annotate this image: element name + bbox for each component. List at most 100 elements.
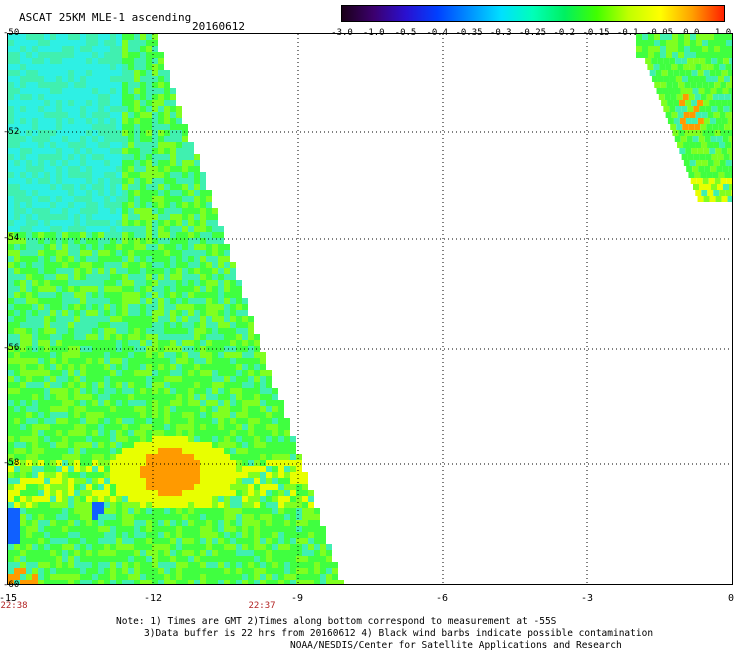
swath-cell	[188, 142, 194, 148]
swath-cell	[690, 130, 696, 136]
swath-cell	[158, 490, 164, 496]
swath-cell	[20, 334, 26, 340]
swath-cell	[674, 118, 680, 124]
swath-cell	[68, 418, 74, 424]
swath-cell	[720, 40, 726, 46]
swath-cell	[158, 370, 164, 376]
swath-cell	[122, 538, 128, 544]
swath-cell	[32, 406, 38, 412]
swath-cell	[669, 58, 675, 64]
swath-cell	[699, 184, 705, 190]
swath-cell	[182, 526, 188, 532]
swath-cell	[44, 106, 50, 112]
swath-cell	[74, 466, 80, 472]
swath-cell	[44, 454, 50, 460]
swath-cell	[708, 160, 714, 166]
swath-cell	[110, 148, 116, 154]
swath-cell	[20, 364, 26, 370]
swath-cell	[26, 136, 32, 142]
swath-cell	[653, 64, 659, 70]
swath-cell	[92, 274, 98, 280]
swath-cell	[92, 94, 98, 100]
swath-cell	[80, 130, 86, 136]
swath-cell	[176, 424, 182, 430]
swath-cell	[730, 124, 732, 130]
swath-cell	[86, 448, 92, 454]
swath-cell	[38, 376, 44, 382]
swath-cell	[116, 352, 122, 358]
swath-cell	[693, 88, 699, 94]
swath-cell	[92, 556, 98, 562]
swath-cell	[242, 340, 248, 346]
swath-cell	[116, 286, 122, 292]
swath-cell	[296, 550, 302, 556]
swath-cell	[676, 76, 682, 82]
swath-cell	[32, 268, 38, 274]
swath-cell	[14, 478, 20, 484]
swath-cell	[140, 112, 146, 118]
swath-cell	[695, 190, 701, 196]
swath-cell	[140, 334, 146, 340]
swath-cell	[140, 148, 146, 154]
swath-cell	[666, 112, 672, 118]
swath-cell	[278, 556, 284, 562]
swath-cell	[122, 562, 128, 568]
swath-cell	[146, 220, 152, 226]
swath-cell	[14, 88, 20, 94]
swath-cell	[14, 496, 20, 502]
swath-cell	[74, 46, 80, 52]
swath-cell	[74, 532, 80, 538]
swath-cell	[50, 490, 56, 496]
swath-cell	[266, 442, 272, 448]
swath-cell	[62, 436, 68, 442]
swath-cell	[254, 502, 260, 508]
swath-cell	[200, 232, 206, 238]
swath-cell	[74, 550, 80, 556]
swath-cell	[62, 202, 68, 208]
swath-cell	[20, 484, 26, 490]
swath-cell	[104, 196, 110, 202]
swath-cell	[188, 178, 194, 184]
swath-cell	[194, 166, 200, 172]
swath-cell	[92, 424, 98, 430]
swath-cell	[62, 52, 68, 58]
swath-cell	[230, 490, 236, 496]
swath-cell	[212, 382, 218, 388]
swath-cell	[26, 520, 32, 526]
swath-cell	[236, 520, 242, 526]
swath-cell	[636, 52, 642, 58]
swath-cell	[200, 448, 206, 454]
swath-cell	[8, 148, 14, 154]
swath-cell	[668, 118, 674, 124]
swath-cell	[158, 574, 164, 580]
swath-cell	[707, 190, 713, 196]
swath-cell	[698, 118, 704, 124]
swath-cell	[182, 262, 188, 268]
swath-cell	[98, 394, 104, 400]
swath-cell	[86, 88, 92, 94]
swath-cell	[8, 178, 14, 184]
swath-cell	[98, 310, 104, 316]
swath-cell	[717, 136, 723, 142]
swath-cell	[194, 454, 200, 460]
swath-cell	[176, 442, 182, 448]
swath-cell	[200, 430, 206, 436]
swath-cell	[729, 88, 732, 94]
swath-cell	[26, 430, 32, 436]
swath-cell	[62, 310, 68, 316]
swath-cell	[230, 472, 236, 478]
swath-cell	[44, 538, 50, 544]
swath-cell	[212, 484, 218, 490]
swath-cell	[695, 94, 701, 100]
swath-cell	[50, 322, 56, 328]
swath-cell	[32, 550, 38, 556]
swath-cell	[80, 172, 86, 178]
swath-cell	[8, 58, 14, 64]
swath-cell	[230, 388, 236, 394]
swath-cell	[56, 154, 62, 160]
swath-cell	[128, 232, 134, 238]
swath-cell	[14, 376, 20, 382]
swath-cell	[284, 496, 290, 502]
swath-cell	[200, 412, 206, 418]
swath-cell	[158, 436, 164, 442]
